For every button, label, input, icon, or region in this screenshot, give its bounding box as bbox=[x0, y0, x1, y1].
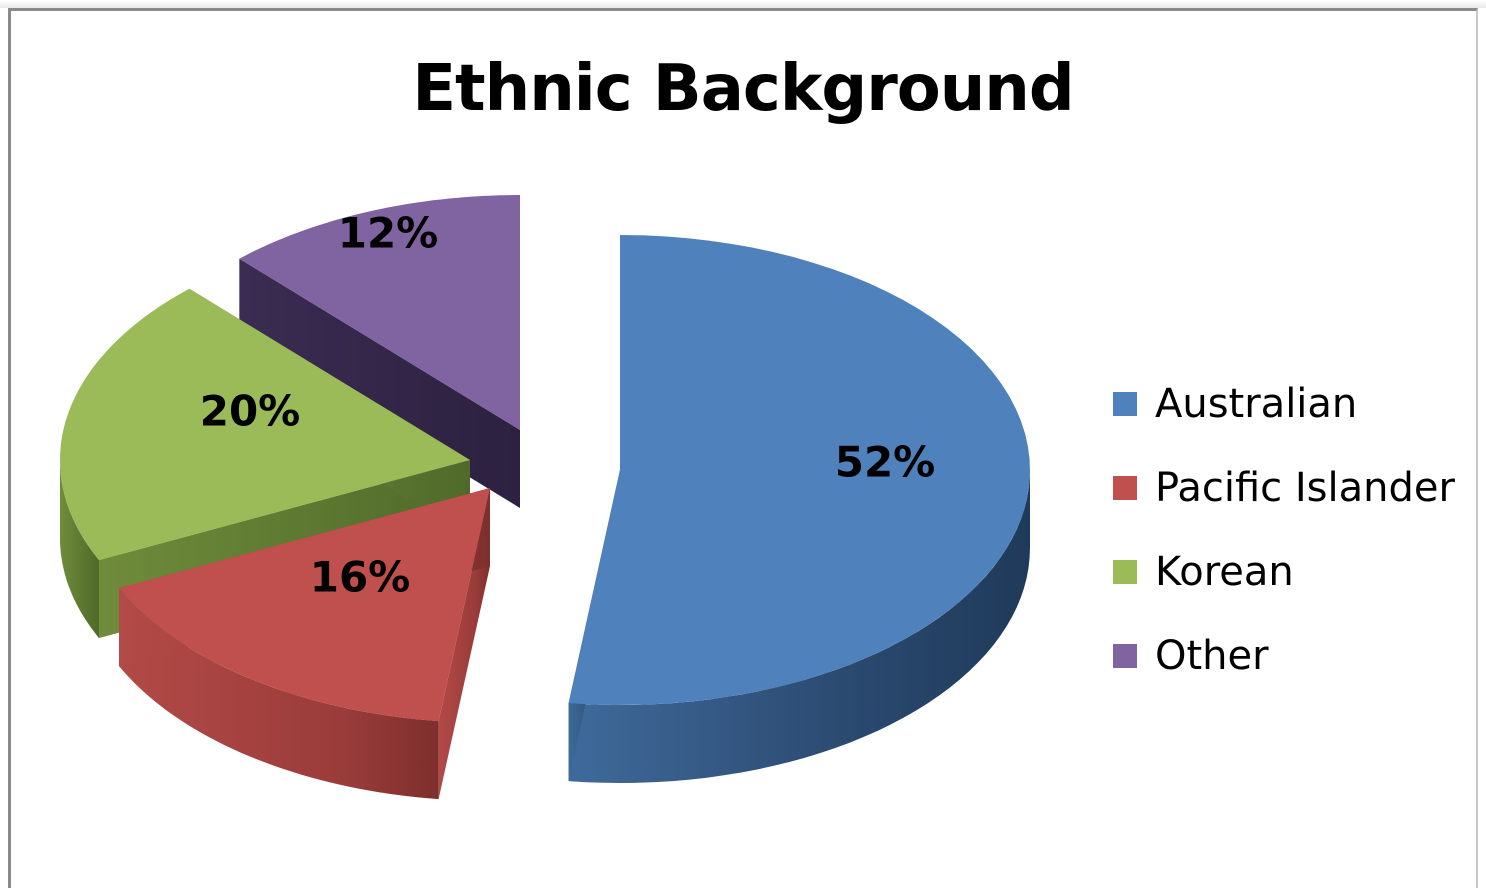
frame-top-shade bbox=[0, 0, 1486, 8]
legend-swatch bbox=[1113, 644, 1137, 668]
pie-slice-other bbox=[239, 195, 521, 508]
legend-label: Other bbox=[1155, 633, 1269, 679]
pie-slice-australian bbox=[568, 235, 1030, 783]
pie-slice-top bbox=[60, 288, 470, 561]
chart-title: Ethnic Background bbox=[412, 52, 1074, 126]
legend-label: Australian bbox=[1155, 381, 1358, 427]
legend-label: Korean bbox=[1155, 549, 1294, 595]
legend: Australian Pacific Islander Korean Other bbox=[1113, 362, 1455, 698]
pie-slice-top bbox=[119, 488, 490, 722]
pie-slice-side bbox=[119, 588, 439, 800]
data-label-australian: 52% bbox=[835, 438, 936, 487]
legend-item-pacific-islander: Pacific Islander bbox=[1113, 446, 1455, 530]
legend-swatch bbox=[1113, 476, 1137, 500]
pie-slice-side bbox=[60, 460, 99, 639]
legend-item-korean: Korean bbox=[1113, 530, 1455, 614]
data-label-korean: 20% bbox=[200, 387, 301, 436]
legend-item-australian: Australian bbox=[1113, 362, 1455, 446]
pie-slice-top bbox=[568, 235, 1030, 705]
pie-slice-pacific-islander bbox=[119, 488, 491, 800]
data-label-pacific-islander: 16% bbox=[310, 553, 411, 602]
data-label-other: 12% bbox=[338, 209, 439, 258]
pie-slice-wall bbox=[239, 258, 520, 508]
legend-label: Pacific Islander bbox=[1155, 465, 1455, 511]
legend-item-other: Other bbox=[1113, 614, 1455, 698]
pie-slice-side bbox=[568, 470, 1030, 783]
pie-slice-top bbox=[239, 195, 521, 430]
legend-swatch bbox=[1113, 560, 1137, 584]
legend-swatch bbox=[1113, 392, 1137, 416]
